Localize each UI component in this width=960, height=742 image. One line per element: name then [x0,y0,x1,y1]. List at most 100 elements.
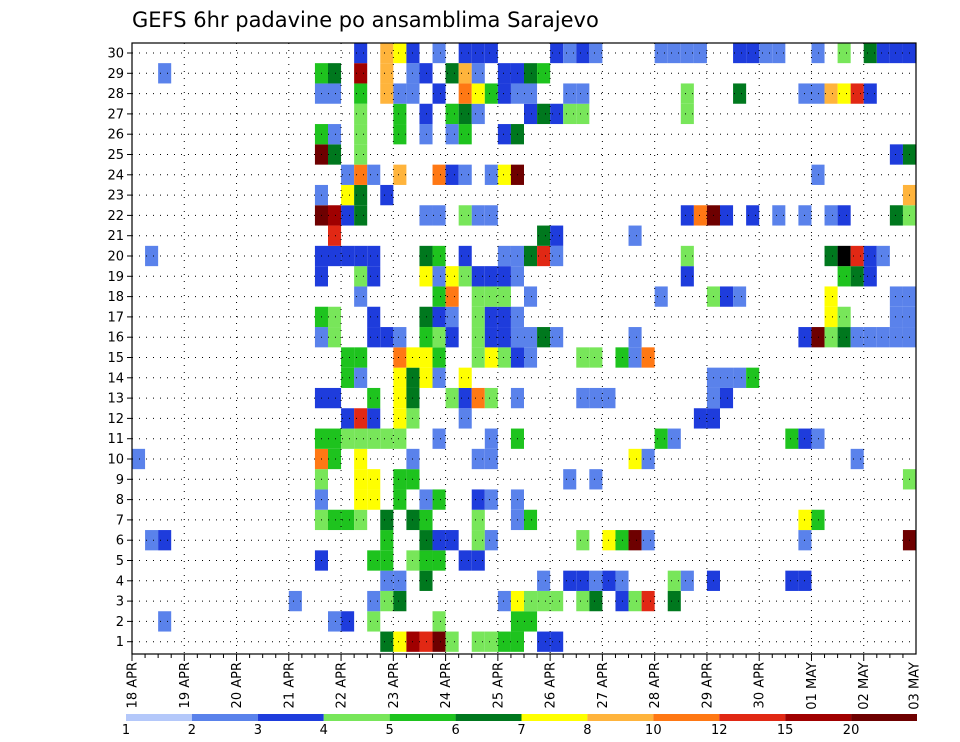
y-tick-label: 24 [107,168,124,183]
heatmap-cell [158,63,172,84]
heatmap-cell [341,164,355,185]
heatmap-cell [432,489,446,510]
heatmap-cell [537,570,551,591]
heatmap-cell [145,530,159,551]
heatmap-cell [354,469,368,490]
y-tick-label: 30 [107,47,124,62]
heatmap-cell [537,225,551,246]
y-tick-label: 15 [107,351,124,366]
heatmap-cell [458,83,472,104]
heatmap-cell [393,347,407,368]
heatmap-cell [445,530,459,551]
heatmap-cell [733,367,747,388]
heatmap-cell [484,448,498,470]
colorbar-swatch [455,714,522,721]
heatmap-cell [354,103,368,125]
heatmap-cell [367,428,381,449]
heatmap-cell [824,327,838,348]
x-tick-label: 26 APR [544,662,559,708]
heatmap-cell [432,611,446,632]
heatmap-cell [720,367,734,388]
heatmap-cell [680,83,694,104]
heatmap-cell [341,245,355,267]
colorbar-label: 7 [517,723,525,738]
heatmap-cell [380,184,394,206]
heatmap-cell [589,590,603,612]
heatmap-cell [367,306,381,328]
heatmap-cell [576,530,590,551]
heatmap-cell [432,286,446,307]
heatmap-cell [589,570,603,591]
y-tick-label: 4 [116,574,124,589]
colorbar-swatch [719,714,786,721]
heatmap-cell [524,245,538,267]
heatmap-cell [367,469,381,490]
heatmap-cell [497,286,511,307]
heatmap-cell [328,124,342,145]
heatmap-cell [432,631,446,652]
y-tick-label: 27 [107,107,124,122]
heatmap-cell [367,164,381,185]
heatmap-cell [354,245,368,267]
heatmap-cell [484,530,498,551]
heatmap-cell [863,83,877,104]
heatmap-cell [341,428,355,449]
heatmap-cell [432,347,446,368]
heatmap-cell [589,42,603,64]
heatmap-cell [445,63,459,84]
heatmap-cell [328,225,342,246]
colorbar-label: 3 [254,723,262,738]
heatmap-cell [393,590,407,612]
heatmap-cell [341,184,355,206]
heatmap-cell [550,631,564,652]
heatmap-cell [524,611,538,632]
heatmap-cell [458,124,472,145]
heatmap-cell [641,530,655,551]
colorbar-label: 12 [711,723,728,738]
x-tick-label: 01 MAY [805,662,820,710]
heatmap-cell [393,570,407,591]
heatmap-cell [850,83,864,104]
heatmap-cell [328,327,342,348]
heatmap-cell [432,428,446,449]
heatmap-cell [863,327,877,348]
heatmap-cell [693,205,707,226]
heatmap-cell [484,266,498,287]
heatmap-cell [654,42,668,64]
heatmap-cell [367,327,381,348]
heatmap-cell [785,570,799,591]
heatmap-cell [354,124,368,145]
heatmap-cell [863,42,877,64]
heatmap-cell [889,144,903,165]
heatmap-cell [354,408,368,429]
heatmap-cell [367,266,381,287]
heatmap-cell [497,347,511,368]
colorbar-swatch [257,714,324,721]
heatmap-cell [628,347,642,368]
heatmap-cell [484,428,498,449]
heatmap-cell [837,42,851,64]
heatmap-cell [772,205,786,226]
heatmap-cell [524,63,538,84]
heatmap-cell [432,306,446,328]
y-tick-label: 13 [107,392,124,407]
heatmap-cell [367,245,381,267]
heatmap-cell [393,327,407,348]
heatmap-cell [471,63,485,84]
heatmap-cell [432,266,446,287]
heatmap-cell [393,83,407,104]
y-tick-label: 10 [107,453,124,468]
heatmap-cell [850,448,864,470]
colorbar-label: 1 [122,723,130,738]
heatmap-cell [328,611,342,632]
heatmap-cell [772,42,786,64]
y-tick-label: 14 [107,371,124,386]
heatmap-cell [328,306,342,328]
y-tick-label: 3 [116,595,124,610]
heatmap-cell [589,469,603,490]
heatmap-cell [693,408,707,429]
y-tick-label: 1 [116,635,124,650]
heatmap-cell [837,205,851,226]
heatmap-cell [863,266,877,287]
y-tick-label: 5 [116,554,124,569]
